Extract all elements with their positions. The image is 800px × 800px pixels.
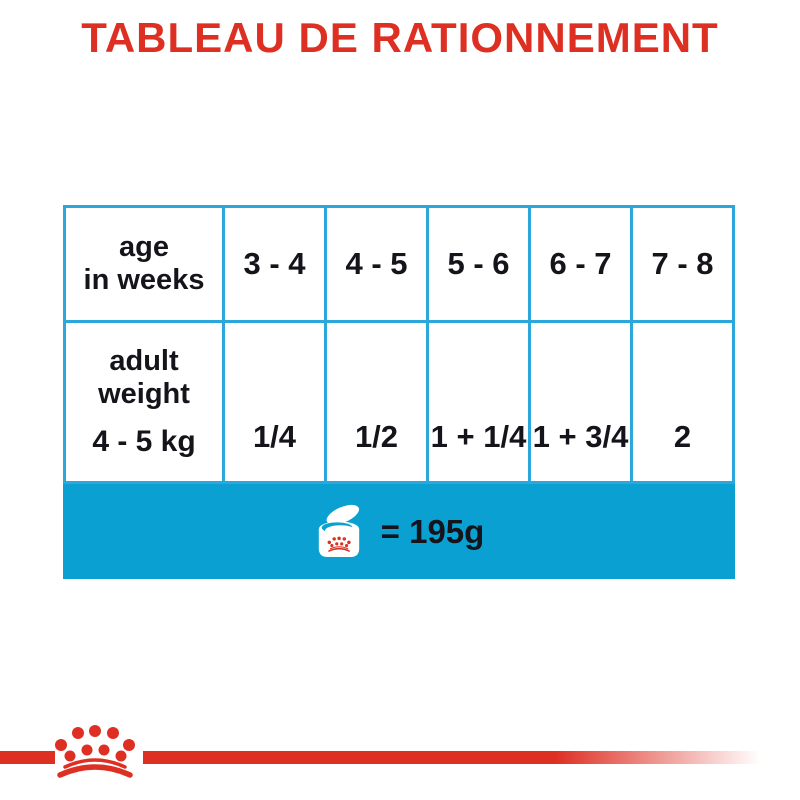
ration-table: age in weeks 3 - 4 4 - 5 5 - 6 6 - 7 7 -…: [63, 205, 735, 484]
age-label-line1: age: [119, 230, 169, 263]
adult-weight-line2: weight: [98, 378, 190, 410]
can-equivalence-banner: = 195g: [63, 484, 735, 579]
ration-value-3-4: 1/4: [225, 323, 324, 481]
ration-value-5-6: 1 + 1/4: [429, 323, 528, 481]
adult-weight-label: adult weight: [98, 345, 190, 412]
ration-value-6-7: 1 + 3/4: [531, 323, 630, 481]
header-weeks-3-4: 3 - 4: [225, 208, 324, 320]
ration-value-7-8: 2: [633, 323, 732, 481]
header-weeks-6-7: 6 - 7: [531, 208, 630, 320]
open-can-icon: [318, 504, 359, 557]
header-age-label: age in weeks: [66, 208, 222, 320]
adult-weight-cell: adult weight 4 - 5 kg: [66, 323, 222, 481]
header-weeks-4-5: 4 - 5: [327, 208, 426, 320]
ration-value-4-5: 1/2: [327, 323, 426, 481]
age-label-line2: in weeks: [83, 264, 205, 296]
logo-bar-left: [0, 751, 55, 764]
header-weeks-5-6: 5 - 6: [429, 208, 528, 320]
adult-weight-line1: adult: [109, 344, 179, 377]
header-weeks-7-8: 7 - 8: [633, 208, 732, 320]
page-title: TABLEAU DE RATIONNEMENT: [81, 14, 719, 61]
weight-range: 4 - 5 kg: [92, 425, 196, 459]
logo-bar-right: [143, 751, 767, 764]
royal-canin-crown-logo: [55, 725, 135, 778]
can-equivalence-text: = 195g: [380, 512, 485, 550]
